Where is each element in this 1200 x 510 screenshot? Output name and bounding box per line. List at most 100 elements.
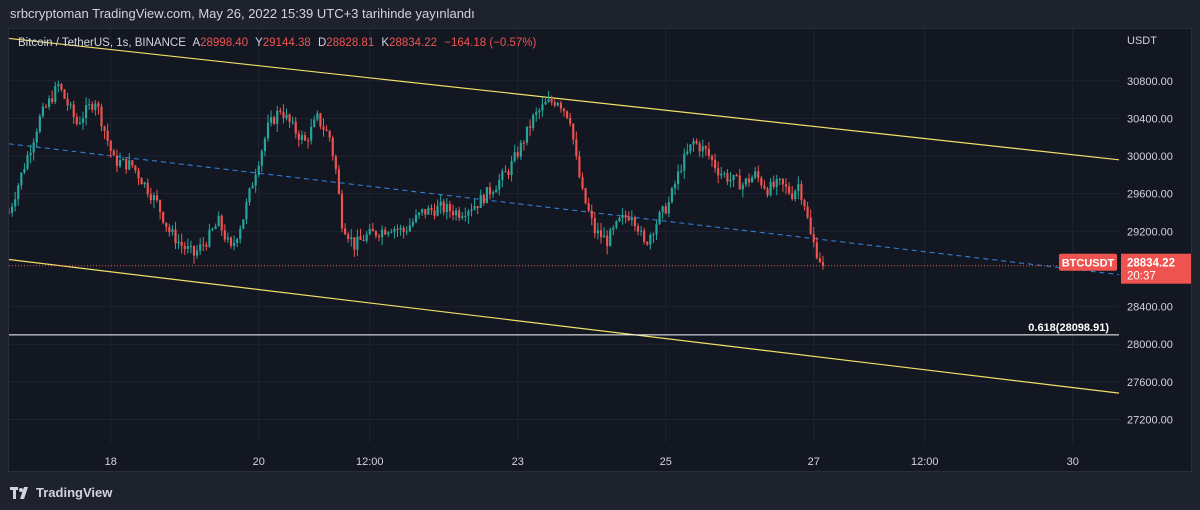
candle-body [784,184,788,187]
candle-body [11,206,14,213]
candle-body [29,152,32,156]
candle-body [599,230,603,238]
candle-body [455,210,458,216]
candle-body [649,234,652,245]
candle-body [781,178,784,185]
candle-body [310,126,313,141]
candle-body [7,212,11,214]
candle-body [88,104,91,106]
candle-body [390,231,393,233]
channel-lower-line[interactable] [8,258,1120,394]
candle-body [473,206,476,210]
candle-body [809,217,812,235]
candle-body [680,170,683,172]
candle-body [775,178,778,187]
candle-body [405,231,408,233]
tradingview-logo[interactable]: TradingView [10,485,112,500]
y-tick-label: 29200.00 [1127,226,1173,238]
candle-body [735,175,738,177]
candle-body [23,168,26,173]
candle-body [202,244,205,246]
candle-body [683,153,686,171]
candle-body [476,206,479,208]
published-info: srbcryptoman TradingView.com, May 26, 20… [10,6,475,21]
candle-body [646,241,649,245]
chart-panel[interactable]: 0.618(28098.91) USDT 30800.00 30400.00 300… [7,28,1192,472]
candle-body [667,202,670,214]
candle-body [772,181,775,187]
candle-body [704,146,707,149]
candle-body [547,99,550,102]
candle-body [266,122,270,139]
candle-body [566,111,569,118]
last-price-tag[interactable] [1121,253,1191,284]
symbol-legend[interactable]: Bitcoin / TetherUS, 1s, BINANCE A28998.4… [18,37,537,49]
candle-body [507,171,510,176]
price-chart[interactable]: 0.618(28098.91) USDT 30800.00 30400.00 300… [7,29,1191,471]
legend-change: −164.18 (−0.57%) [444,37,536,49]
channel-mid-line[interactable] [8,143,1120,276]
candle-body [538,110,541,113]
candle-body [44,106,48,108]
candle-body [260,151,263,166]
candle-body [131,160,134,166]
legend-open-label: A [192,37,200,49]
candle-body [134,165,137,171]
legend-high: 29144.38 [263,37,311,49]
candle-body [587,203,590,211]
fib-level[interactable]: 0.618(28098.91) [9,322,1119,336]
candle-body [291,121,294,123]
candle-body [276,110,279,124]
candle-body [263,138,266,152]
y-tick-label: 28400.00 [1127,302,1173,314]
candle-body [464,215,467,217]
candle-body [655,223,658,235]
candle-body [26,155,29,169]
y-tick-label: 30000.00 [1127,151,1173,163]
candle-body [75,116,78,124]
candle-body [322,126,325,130]
candle-body [208,229,211,247]
candle-body [325,129,328,131]
candle-body [168,226,171,233]
candle-body [51,98,54,102]
candle-body [393,228,396,232]
price-tags[interactable]: BTCUSDT 28834.22 20:37 [1059,253,1191,284]
candle-body [399,227,402,230]
candle-body [612,227,615,230]
candle-body [196,250,199,256]
candle-body [621,214,624,218]
candle-body [331,137,334,157]
candle-body [78,122,81,124]
candle-body [368,228,371,235]
candle-body [307,140,310,142]
candle-body [593,218,596,234]
candle-body [624,214,627,218]
candle-body [223,230,226,240]
legend-close-label: K [381,37,389,49]
channel-upper-line[interactable] [8,37,1120,161]
candle-body [402,227,405,232]
candle-body [85,105,88,119]
candle-body [516,152,519,157]
candle-body [615,221,618,228]
candle-body [106,130,109,141]
candle-body [91,104,94,110]
candle-body [458,210,461,218]
candle-body [769,181,772,196]
symbol-tag[interactable] [1059,253,1117,271]
candle-body [556,102,559,106]
x-tick-label: 18 [105,456,117,468]
candle-body [652,234,655,236]
candle-body [436,205,439,216]
candle-body [498,179,501,190]
candle-body [316,113,319,120]
candle-body [707,148,710,156]
candle-body [797,184,800,191]
candle-body [300,135,303,140]
candle-countdown: 20:37 [1127,271,1156,283]
x-tick-label: 30 [1067,456,1079,468]
candle-body [297,133,300,140]
channel-lines [8,37,1120,394]
candle-body [128,160,131,170]
